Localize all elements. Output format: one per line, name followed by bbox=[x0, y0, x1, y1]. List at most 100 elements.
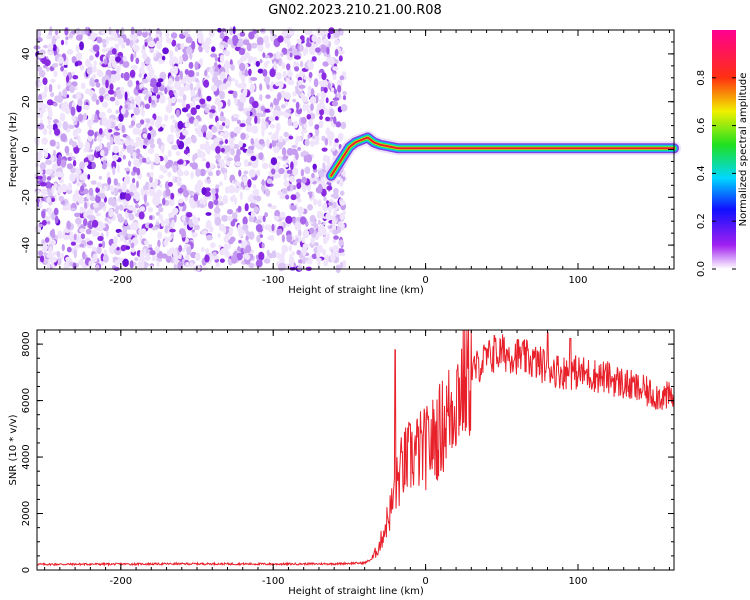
noise-speckle bbox=[297, 146, 302, 151]
noise-speckle bbox=[94, 207, 99, 213]
x-tick-label: 0 bbox=[422, 275, 428, 286]
noise-speckle bbox=[41, 210, 46, 219]
noise-speckle bbox=[190, 171, 194, 180]
noise-speckle bbox=[253, 188, 260, 197]
noise-speckle bbox=[139, 83, 145, 88]
noise-speckle bbox=[342, 169, 346, 177]
noise-speckle bbox=[50, 92, 55, 98]
noise-speckle bbox=[118, 150, 123, 158]
noise-speckle bbox=[281, 234, 285, 243]
noise-speckle bbox=[170, 32, 178, 39]
noise-speckle bbox=[44, 59, 51, 67]
noise-speckle bbox=[39, 181, 47, 187]
noise-speckle bbox=[131, 98, 135, 105]
noise-speckle bbox=[133, 262, 137, 266]
noise-speckle bbox=[110, 76, 116, 84]
noise-speckle bbox=[278, 167, 285, 175]
noise-speckle bbox=[261, 184, 266, 193]
noise-speckle bbox=[186, 212, 193, 218]
y-tick-label: 6000 bbox=[21, 388, 32, 413]
noise-speckle bbox=[301, 236, 306, 243]
noise-speckle bbox=[285, 194, 290, 200]
snr-x-axis-label: Height of straight line (km) bbox=[288, 586, 424, 597]
noise-speckle bbox=[116, 93, 123, 100]
noise-speckle bbox=[51, 197, 55, 202]
noise-speckle bbox=[245, 230, 250, 235]
noise-speckle bbox=[111, 243, 118, 249]
noise-speckle bbox=[89, 196, 97, 202]
noise-speckle bbox=[211, 188, 216, 195]
noise-speckle bbox=[238, 48, 246, 56]
noise-speckle bbox=[174, 75, 180, 83]
noise-speckle bbox=[275, 252, 281, 259]
noise-speckle bbox=[75, 52, 83, 61]
noise-speckle bbox=[219, 90, 225, 100]
noise-speckle bbox=[91, 66, 97, 73]
noise-speckle bbox=[264, 108, 271, 113]
noise-speckle bbox=[318, 183, 323, 192]
noise-speckle bbox=[113, 178, 118, 186]
noise-speckle bbox=[332, 97, 340, 101]
noise-speckle bbox=[43, 44, 48, 49]
noise-speckle bbox=[150, 171, 154, 178]
noise-speckle bbox=[239, 123, 246, 128]
noise-speckle bbox=[273, 146, 280, 154]
noise-speckle bbox=[177, 170, 184, 177]
snr-series-line bbox=[36, 329, 675, 567]
noise-speckle bbox=[108, 56, 116, 63]
noise-speckle bbox=[66, 220, 71, 230]
noise-speckle bbox=[140, 49, 146, 54]
noise-speckle bbox=[339, 200, 346, 206]
noise-speckle bbox=[272, 109, 279, 117]
noise-speckle bbox=[204, 107, 210, 114]
noise-speckle bbox=[264, 212, 268, 218]
noise-speckle bbox=[101, 63, 109, 68]
noise-speckle bbox=[218, 195, 222, 200]
noise-speckle bbox=[92, 202, 100, 209]
noise-speckle bbox=[170, 192, 175, 200]
noise-speckle bbox=[45, 181, 52, 189]
noise-speckle bbox=[105, 79, 109, 89]
noise-speckle bbox=[94, 113, 98, 123]
noise-speckle bbox=[298, 84, 306, 89]
noise-speckle bbox=[182, 76, 188, 83]
noise-speckle bbox=[100, 30, 108, 35]
noise-speckle bbox=[154, 245, 160, 254]
noise-speckle bbox=[102, 254, 109, 263]
noise-speckle bbox=[219, 258, 225, 263]
noise-speckle bbox=[91, 73, 97, 80]
noise-speckle bbox=[238, 105, 244, 112]
noise-speckle bbox=[194, 152, 198, 160]
noise-speckle bbox=[65, 260, 70, 269]
noise-speckle bbox=[242, 223, 249, 231]
noise-speckle bbox=[250, 77, 258, 81]
noise-speckle bbox=[75, 34, 83, 41]
noise-speckle bbox=[184, 122, 190, 128]
noise-speckle bbox=[125, 245, 131, 250]
noise-speckle bbox=[76, 233, 80, 242]
noise-speckle bbox=[99, 95, 104, 103]
noise-speckle bbox=[252, 184, 257, 189]
noise-speckle bbox=[71, 141, 78, 148]
noise-speckle bbox=[304, 166, 311, 174]
noise-speckle bbox=[89, 78, 96, 87]
noise-speckle bbox=[90, 32, 96, 42]
noise-speckle bbox=[244, 254, 251, 260]
noise-speckle bbox=[225, 186, 230, 194]
noise-speckle bbox=[42, 174, 47, 183]
noise-speckle bbox=[339, 190, 345, 196]
noise-speckle bbox=[112, 145, 120, 154]
noise-speckle bbox=[313, 223, 319, 229]
noise-speckle bbox=[49, 246, 53, 255]
noise-speckle bbox=[249, 83, 256, 92]
noise-speckle bbox=[232, 218, 238, 223]
noise-speckle bbox=[199, 203, 205, 209]
noise-speckle bbox=[134, 142, 140, 148]
noise-speckle bbox=[246, 110, 251, 117]
noise-speckle bbox=[51, 228, 55, 237]
noise-speckle bbox=[333, 116, 337, 125]
noise-speckle bbox=[268, 116, 276, 122]
noise-speckle bbox=[311, 34, 318, 42]
noise-speckle bbox=[197, 149, 201, 154]
